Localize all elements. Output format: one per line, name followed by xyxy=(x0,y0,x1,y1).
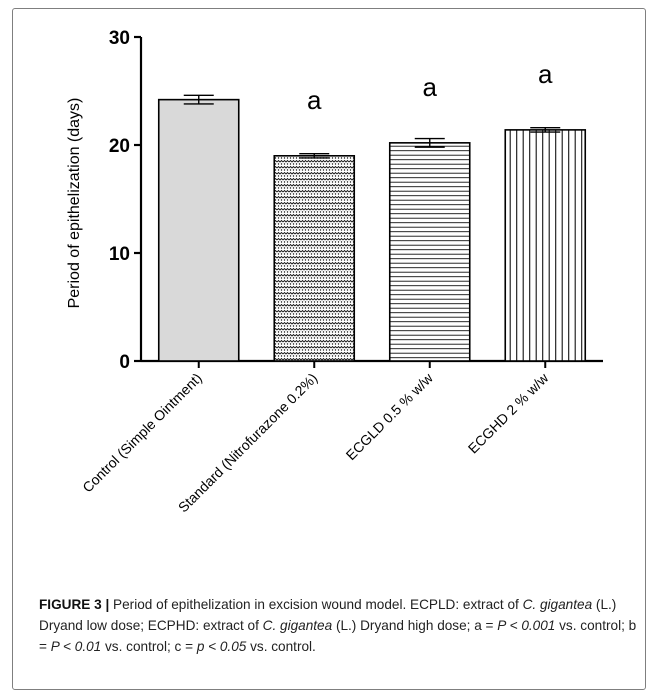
category-label: ECGHD 2 % w/w xyxy=(465,369,552,456)
caption-segment: C. gigantea xyxy=(522,597,593,612)
caption-segment: Period of epithelization in excision wou… xyxy=(109,597,523,612)
caption-body: Period of epithelization in excision wou… xyxy=(39,597,636,654)
caption-segment: (L.) Dryand high dose; a = xyxy=(332,618,498,633)
y-tick-label: 10 xyxy=(109,244,130,265)
category-label: ECGLD 0.5 % w/w xyxy=(343,369,437,463)
category-label: Standard (Nitrofurazone 0.2%) xyxy=(175,370,321,516)
bar-chart: 0 10 20 30 Period of epithelization (days) C… xyxy=(66,28,603,516)
caption-segment: (L.) Dryand low dose; ECPHD: extract of xyxy=(39,597,617,633)
caption-segment: C. gigantea xyxy=(262,618,333,633)
caption-label: FIGURE 3 | xyxy=(39,597,110,612)
caption-segment: p < 0.05 xyxy=(196,639,247,654)
caption-segment: P < 0.001 xyxy=(497,618,556,633)
caption-segment: vs. control; c = xyxy=(101,639,197,654)
y-axis-title: Period of epithelization (days) xyxy=(66,98,83,309)
significance-label: a xyxy=(423,72,438,102)
figure-caption: FIGURE 3 | Period of epithelization in e… xyxy=(39,594,643,657)
significance-label: a xyxy=(307,85,322,115)
caption-segment: vs. control. xyxy=(246,639,316,654)
bar-3 xyxy=(388,142,471,362)
caption-segment: P < 0.01 xyxy=(50,639,102,654)
caption-segment: vs. control; b = xyxy=(39,618,637,654)
bar-1 xyxy=(157,98,240,362)
bar-2 xyxy=(273,155,356,362)
y-tick-label: 0 xyxy=(119,352,130,373)
y-tick-label: 20 xyxy=(109,136,130,157)
significance-label: a xyxy=(538,59,553,89)
bar-4 xyxy=(504,129,587,362)
y-tick-label: 30 xyxy=(109,28,130,49)
figure-panel: 0 10 20 30 Period of epithelization (days) C… xyxy=(12,8,646,690)
category-label: Control (Simple Ointment) xyxy=(79,370,205,496)
